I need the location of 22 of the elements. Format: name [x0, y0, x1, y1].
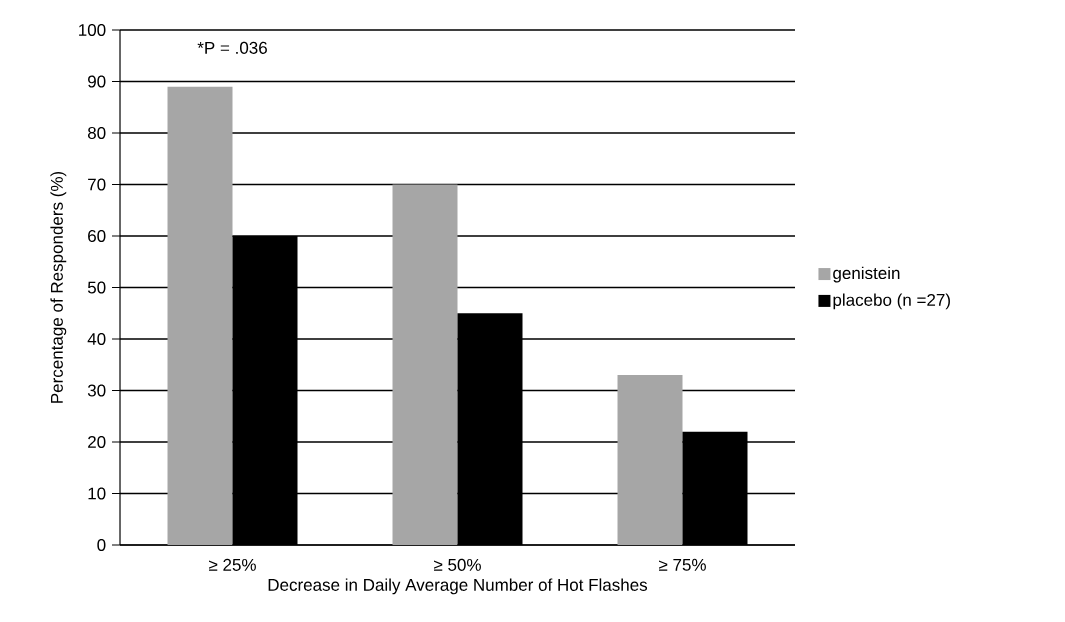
x-tick-label: ≥ 50% — [434, 558, 481, 571]
y-axis-title: Percentage of Responders (%) — [50, 171, 67, 403]
legend-label: genistein — [833, 266, 900, 283]
y-tick-label: 100 — [79, 23, 106, 37]
y-tick-label: 80 — [87, 126, 106, 140]
y-tick-label: 60 — [88, 229, 106, 243]
y-tick-label: 50 — [87, 281, 106, 294]
y-tick-label: 90 — [88, 75, 106, 88]
x-tick-label: ≥ 75% — [659, 558, 706, 571]
bar — [167, 86, 233, 545]
y-tick-label: 30 — [87, 384, 106, 397]
annotation: *P = .036 — [197, 41, 267, 54]
bar — [617, 375, 683, 545]
x-axis-title: Decrease in Daily Average Number of Hot Flashes — [268, 578, 648, 595]
bar — [392, 184, 458, 545]
x-tick-label: ≥ 25% — [209, 558, 256, 571]
y-tick-label: 10 — [88, 487, 106, 500]
y-tick-label: 70 — [88, 178, 106, 191]
legend-label: placebo (n =27) — [833, 293, 950, 310]
y-tick-label: 0 — [97, 538, 106, 552]
y-tick-label: 20 — [88, 435, 106, 449]
y-tick-label: 40 — [87, 332, 106, 346]
